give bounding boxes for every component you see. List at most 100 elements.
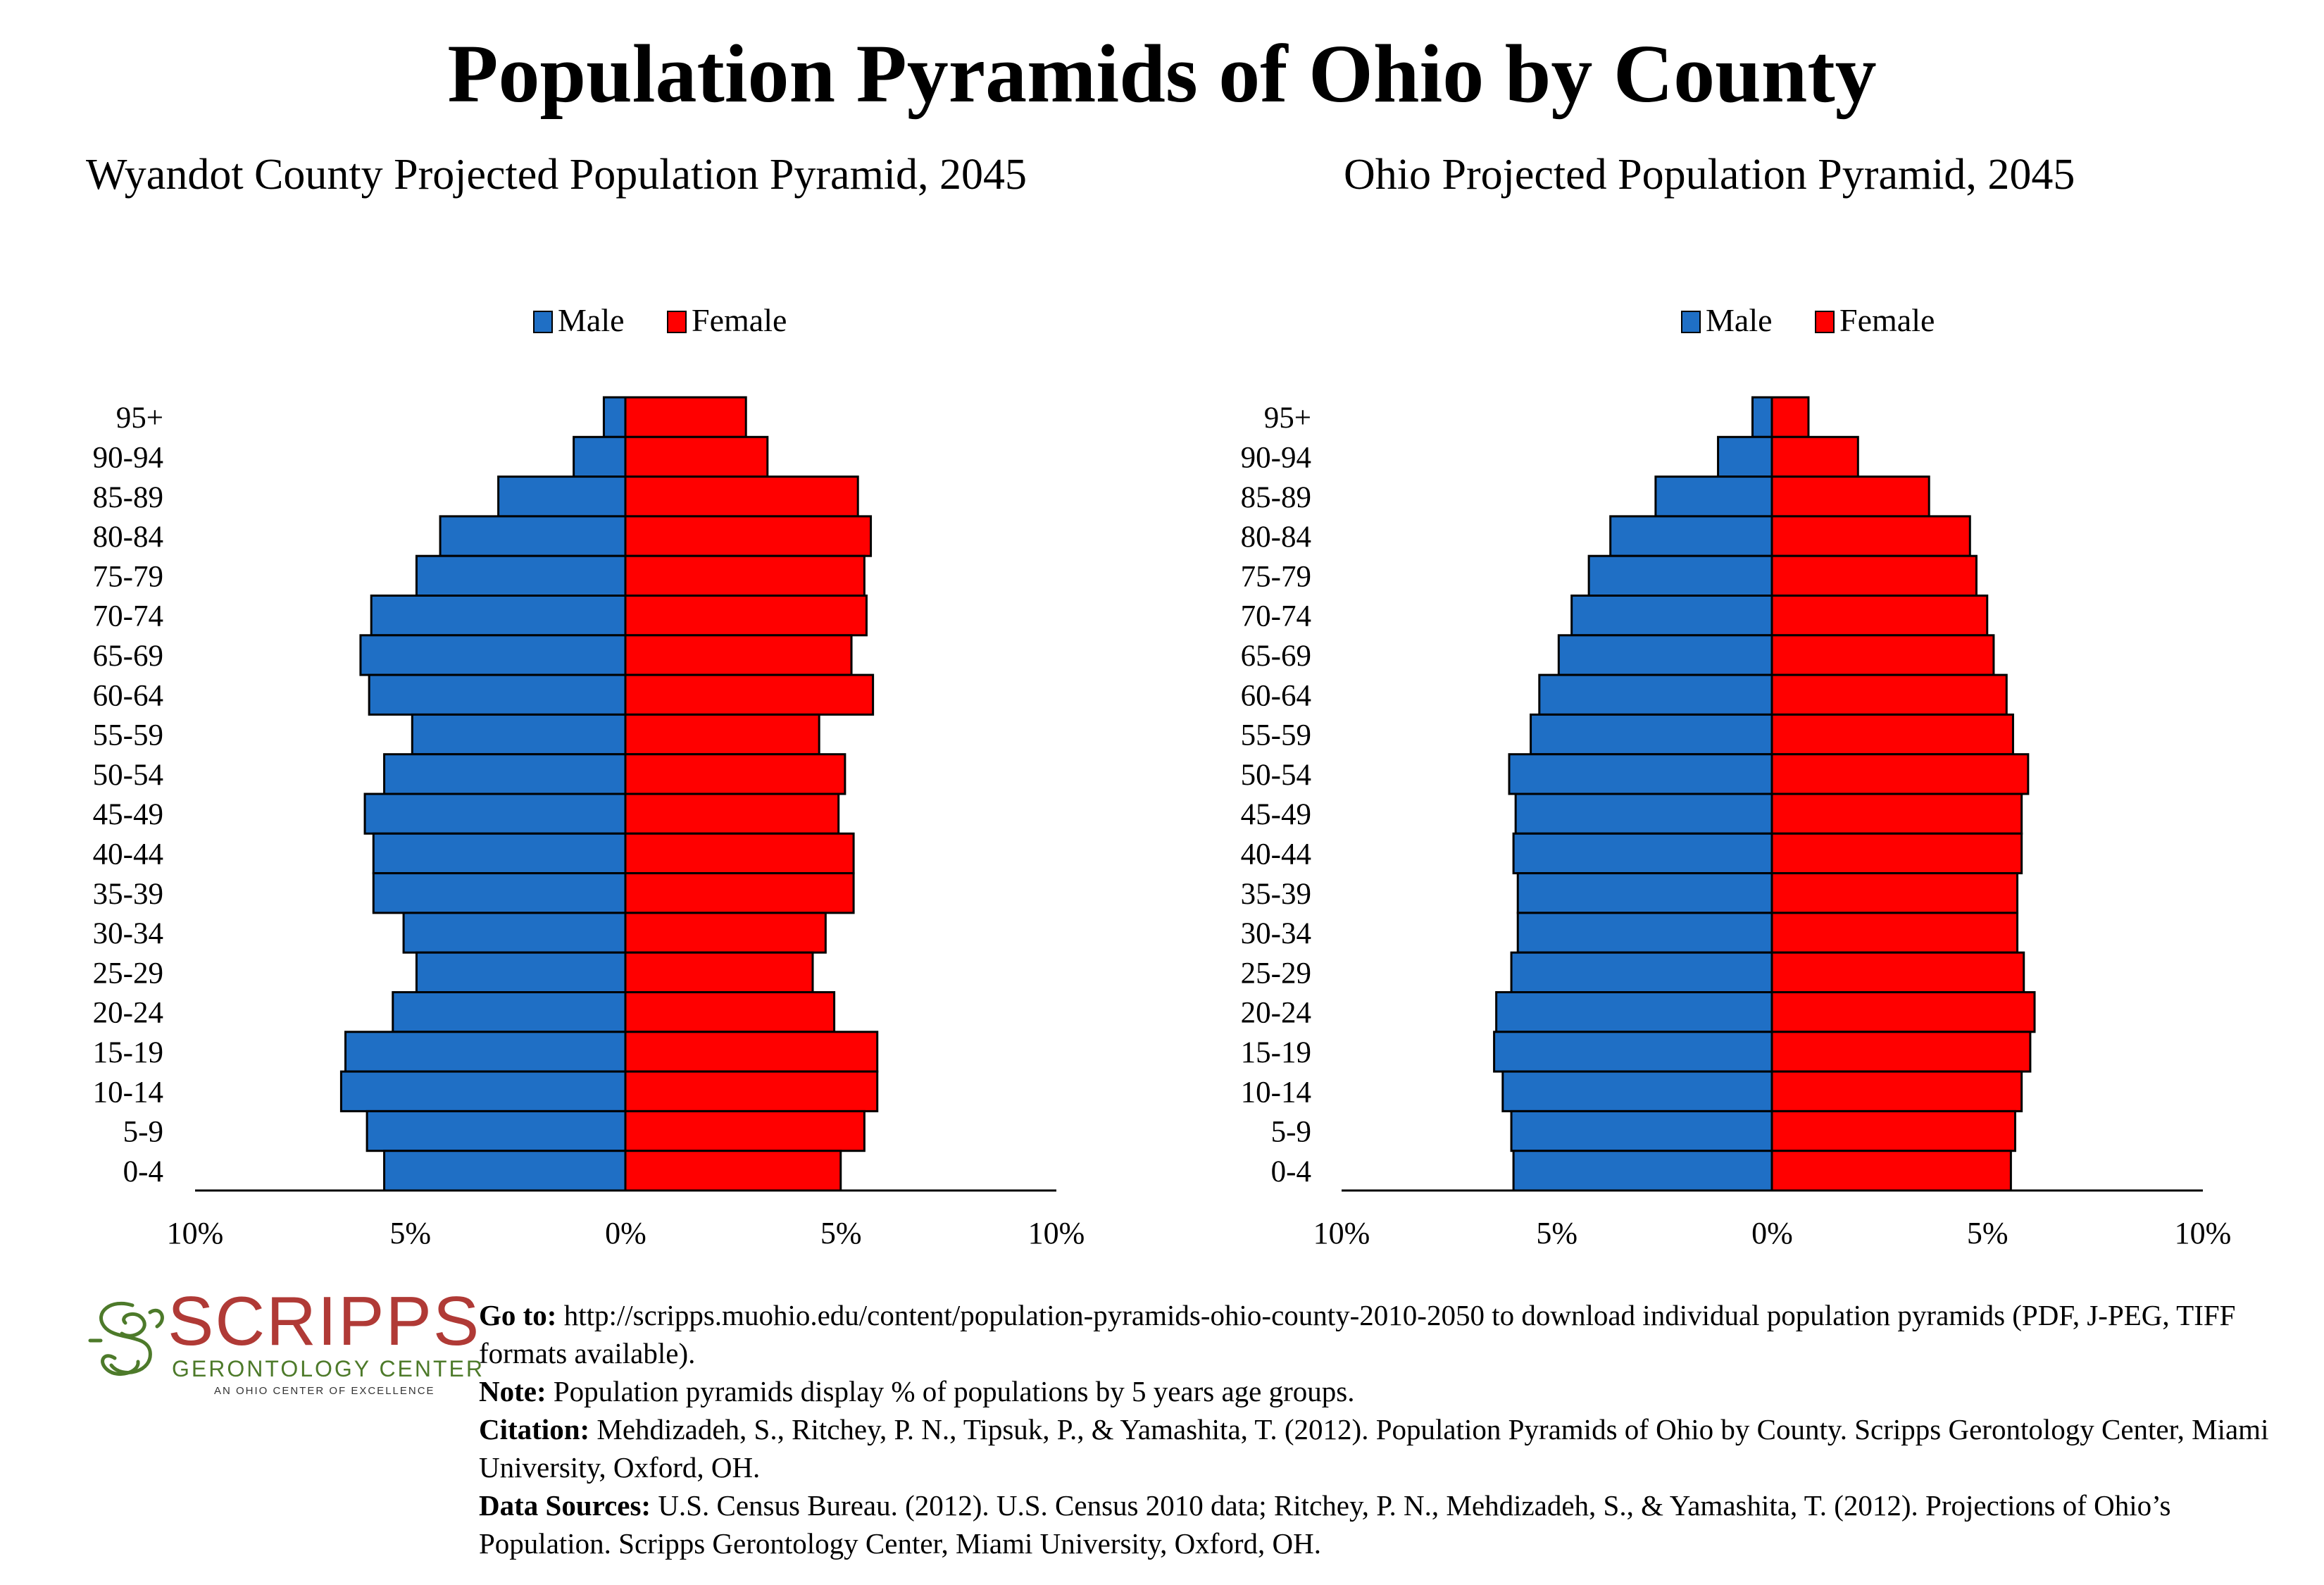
note-goto: Go to: http://scripps.muohio.edu/content… <box>479 1296 2310 1372</box>
bar-male <box>383 753 627 795</box>
category-label: 80-84 <box>1241 521 1311 554</box>
note-text: U.S. Census Bureau. (2012). U.S. Census … <box>479 1489 2171 1560</box>
bar-female <box>1770 792 2023 835</box>
bar-female <box>624 595 868 637</box>
category-label: 65-69 <box>1241 640 1311 673</box>
bar-male <box>1538 673 1773 716</box>
bar-male <box>1557 634 1773 676</box>
category-label: 10-14 <box>1241 1076 1311 1109</box>
bar-female <box>1770 476 1930 518</box>
bar-male <box>363 792 627 835</box>
bar-female <box>624 554 866 597</box>
x-tick-label: 10% <box>2175 1216 2232 1250</box>
logo-subtitle: GERONTOLOGY CENTER <box>172 1356 485 1381</box>
scripps-swirl-icon <box>88 1301 164 1376</box>
x-tick-label: 5% <box>820 1216 862 1250</box>
category-label: 5-9 <box>1271 1116 1311 1149</box>
bar-female <box>1770 872 2019 914</box>
bar-female <box>1770 753 2030 795</box>
category-label: 30-34 <box>93 917 163 950</box>
bar-female <box>1770 396 1810 438</box>
bar-male <box>1516 872 1773 914</box>
bar-female <box>624 476 859 518</box>
note-text: http://scripps.muohio.edu/content/popula… <box>479 1299 2236 1369</box>
bar-female <box>624 912 827 954</box>
bar-female <box>624 1070 879 1112</box>
bar-female <box>624 832 855 875</box>
bar-male <box>1495 991 1773 1033</box>
category-label: 20-24 <box>1241 997 1311 1030</box>
bar-female <box>1770 673 2008 716</box>
bar-female <box>1770 912 2019 954</box>
x-tick-label: 0% <box>1751 1216 1793 1250</box>
bar-male <box>372 872 627 914</box>
bar-male <box>366 1110 627 1152</box>
bar-female <box>1770 1150 2012 1192</box>
bar-female <box>624 872 855 914</box>
bar-female <box>1770 951 2025 993</box>
note-citation: Citation: Mehdizadeh, S., Ritchey, P. N.… <box>479 1410 2310 1486</box>
bar-male <box>1570 595 1773 637</box>
bar-male <box>1717 435 1773 478</box>
bar-male <box>1512 832 1773 875</box>
bar-female <box>624 753 846 795</box>
note-label: Note: <box>479 1375 546 1407</box>
bar-female <box>1770 1110 2016 1152</box>
bar-male <box>339 1070 627 1112</box>
chart-title-wyandot: Wyandot County Projected Population Pyra… <box>86 151 1027 199</box>
chart-title-ohio: Ohio Projected Population Pyramid, 2045 <box>1344 151 2075 199</box>
category-label: 10-14 <box>93 1076 163 1109</box>
bar-male <box>1609 515 1773 557</box>
x-tick-label: 5% <box>1967 1216 2008 1250</box>
category-label: 25-29 <box>93 957 163 990</box>
bar-female <box>1770 1070 2023 1112</box>
x-tick-label: 0% <box>605 1216 646 1250</box>
legend-label-male: Male <box>558 302 625 338</box>
category-label: 0-4 <box>1271 1155 1311 1188</box>
bar-female <box>1770 991 2036 1033</box>
category-label: 95+ <box>116 402 163 435</box>
bar-female <box>624 951 814 993</box>
category-label: 75-79 <box>1241 560 1311 593</box>
bar-male <box>1510 1110 1773 1152</box>
bar-female <box>1770 435 1859 478</box>
bar-female <box>624 673 875 716</box>
legend-swatch-male <box>1681 311 1701 333</box>
bar-female <box>624 713 820 756</box>
category-label: 55-59 <box>1241 719 1311 752</box>
category-label: 85-89 <box>1241 481 1311 514</box>
bar-female <box>1770 713 2014 756</box>
note-text: Mehdizadeh, S., Ritchey, P. N., Tipsuk, … <box>479 1413 2269 1484</box>
x-tick-label: 10% <box>167 1216 224 1250</box>
category-label: 75-79 <box>93 560 163 593</box>
logo-tagline: AN OHIO CENTER OF EXCELLENCE <box>214 1385 435 1397</box>
bar-male <box>1751 396 1773 438</box>
note-data-sources: Data Sources: U.S. Census Bureau. (2012)… <box>479 1486 2310 1562</box>
bar-male <box>368 673 627 716</box>
bar-male <box>1493 1031 1773 1073</box>
bar-male <box>497 476 627 518</box>
category-label: 80-84 <box>93 521 163 554</box>
note-text: Population pyramids display % of populat… <box>553 1375 1355 1407</box>
legend-swatch-male <box>533 311 553 333</box>
bar-female <box>624 1150 842 1192</box>
bar-male <box>411 713 627 756</box>
category-label: 50-54 <box>93 759 163 792</box>
bar-male <box>372 832 627 875</box>
bar-female <box>1770 832 2023 875</box>
notes-block: Go to: http://scripps.muohio.edu/content… <box>479 1296 2310 1562</box>
category-label: 70-74 <box>93 600 163 633</box>
category-label: 0-4 <box>123 1155 163 1188</box>
category-label: 40-44 <box>93 838 163 871</box>
legend-label-female: Female <box>692 302 787 338</box>
note-label: Data Sources: <box>479 1489 651 1522</box>
bar-female <box>624 396 747 438</box>
bar-male <box>1654 476 1773 518</box>
bar-male <box>344 1031 627 1073</box>
note-label: Citation: <box>479 1413 590 1446</box>
x-tick-label: 5% <box>1536 1216 1578 1250</box>
category-label: 20-24 <box>93 997 163 1030</box>
category-label: 55-59 <box>93 719 163 752</box>
category-label: 85-89 <box>93 481 163 514</box>
